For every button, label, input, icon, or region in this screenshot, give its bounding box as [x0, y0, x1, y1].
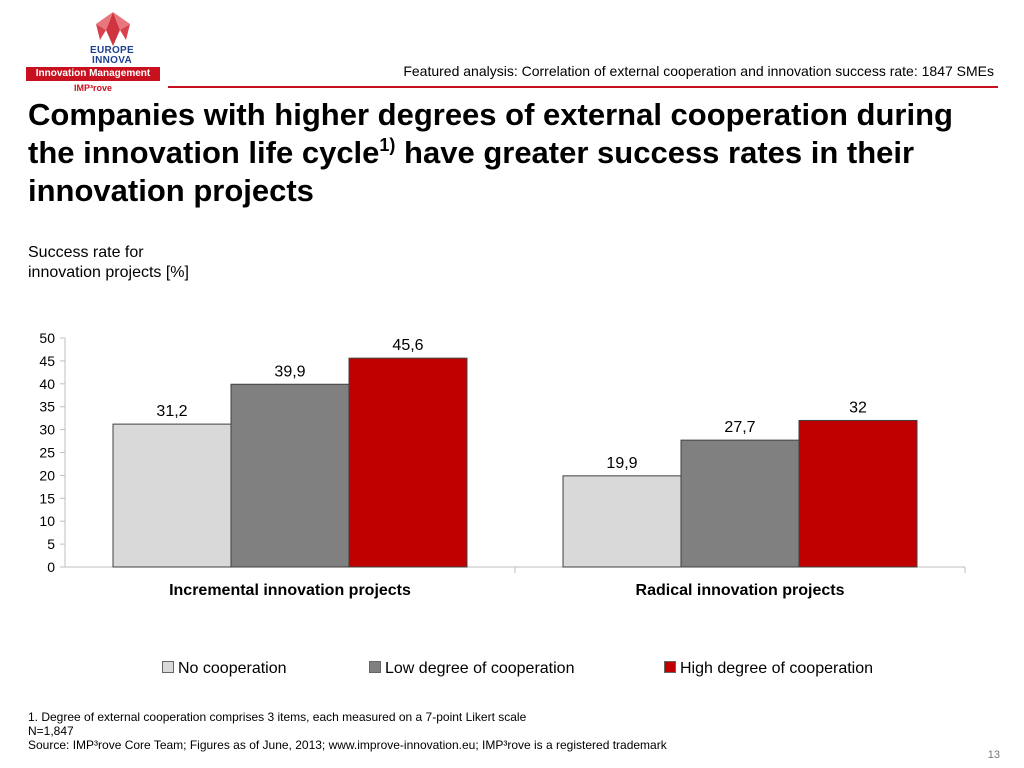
legend-swatch-high-cooperation [664, 660, 676, 673]
legend-label-high-cooperation: High degree of cooperation [680, 660, 874, 677]
source-note: Source: IMP³rove Core Team; Figures as o… [28, 738, 667, 752]
y-tick-label: 25 [39, 445, 55, 461]
sample-size-note: N=1,847 [28, 724, 74, 738]
slide-title: Companies with higher degrees of externa… [28, 96, 988, 210]
y-axis-unit-line1: Success rate for [28, 244, 144, 261]
legend-item-high-cooperation: High degree of cooperation [664, 660, 873, 678]
y-axis-unit-line2: innovation projects [%] [28, 264, 189, 281]
legend-swatch-no-cooperation [162, 660, 174, 673]
x-category-label: Incremental innovation projects [169, 582, 411, 599]
slide-title-footnote-ref: 1) [379, 135, 396, 155]
legend-label-low-cooperation: Low degree of cooperation [385, 660, 575, 677]
y-tick-label: 50 [39, 330, 55, 346]
slide-title-part2: have greater success rates in their inno… [28, 135, 915, 208]
data-label: 31,2 [156, 403, 187, 420]
bar-0-1 [230, 383, 350, 568]
slide-title-part1: Companies with higher degrees of externa… [28, 97, 953, 170]
featured-analysis-caption: Featured analysis: Correlation of extern… [403, 63, 994, 79]
header-divider [168, 86, 998, 88]
logo-line2: INNOVA [92, 55, 132, 66]
footnote-1: 1. Degree of external cooperation compri… [28, 710, 527, 724]
y-tick-label: 20 [39, 467, 55, 483]
x-category-label: Radical innovation projects [636, 582, 845, 599]
bar-1-1 [680, 439, 800, 568]
data-label: 19,9 [606, 455, 637, 472]
bar-chart: 0 5 10 15 20 25 30 35 40 45 50 31,2 39,9 45,6 Incremen… [39, 330, 966, 599]
logo-line1: EUROPE [89, 45, 135, 56]
europe-innova-logo: EUROPE INNOVA Innovation Management IMP³… [26, 6, 162, 93]
footnotes: 1. Degree of external cooperation compri… [28, 710, 667, 752]
logo-subtitle: IMP³rove [73, 83, 112, 93]
bar-1-2 [798, 419, 918, 568]
page-number: 13 [987, 749, 1000, 761]
legend-label-no-cooperation: No cooperation [178, 660, 287, 677]
data-label: 45,6 [392, 337, 423, 354]
y-tick-label: 15 [39, 490, 55, 506]
data-label: 32 [849, 399, 867, 416]
y-tick-label: 35 [39, 399, 55, 415]
legend-item-no-cooperation: No cooperation [162, 660, 287, 678]
y-axis-unit-label: Success rate for innovation projects [%] [28, 243, 189, 283]
data-label: 39,9 [274, 363, 305, 380]
bar-0-0 [112, 423, 232, 568]
y-tick-label: 40 [39, 376, 55, 392]
logo-wordmark: EUROPE INNOVA [62, 46, 162, 66]
y-tick-label: 5 [47, 536, 55, 552]
legend-item-low-cooperation: Low degree of cooperation [369, 660, 574, 678]
data-label: 27,7 [724, 419, 755, 436]
legend-swatch-low-cooperation [369, 660, 381, 673]
bar-1-0 [562, 475, 682, 568]
y-tick-label: 45 [39, 353, 55, 369]
logo-banner: Innovation Management [26, 67, 160, 81]
y-tick-label: 30 [39, 422, 55, 438]
y-tick-label: 10 [39, 513, 55, 529]
bar-0-2 [348, 357, 468, 568]
logo-emblem-icon [96, 12, 130, 46]
y-tick-label: 0 [47, 559, 55, 575]
